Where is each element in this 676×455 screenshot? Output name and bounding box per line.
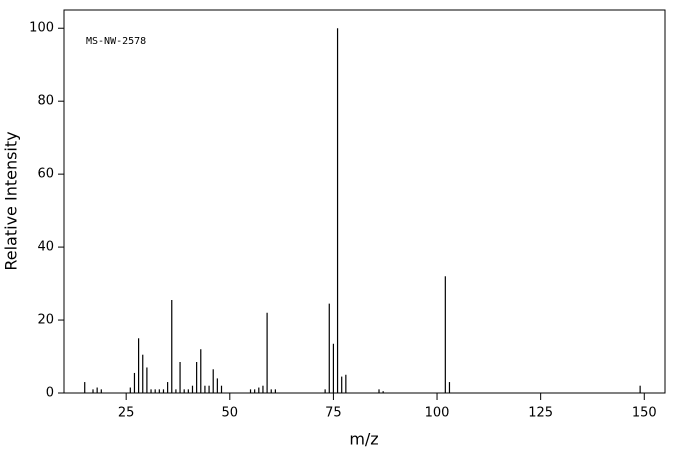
plot-frame xyxy=(63,9,666,394)
y-tick-label: 0 xyxy=(46,386,54,401)
x-tick-label: 75 xyxy=(325,406,342,421)
y-tick-label: 60 xyxy=(37,167,54,182)
x-tick-label: 125 xyxy=(528,406,553,421)
annotation: MS-NW-2578 xyxy=(86,36,146,47)
x-tick-label: 50 xyxy=(222,406,239,421)
x-tick-label: 150 xyxy=(632,406,657,421)
y-tick-label: 100 xyxy=(29,21,54,36)
y-tick-label: 80 xyxy=(37,94,54,109)
y-axis-title: Relative Intensity xyxy=(2,131,21,270)
x-axis-title: m/z xyxy=(349,430,378,449)
x-tick-label: 25 xyxy=(118,406,135,421)
x-tick-label: 100 xyxy=(425,406,450,421)
y-tick-label: 40 xyxy=(37,240,54,255)
y-tick-label: 20 xyxy=(37,313,54,328)
